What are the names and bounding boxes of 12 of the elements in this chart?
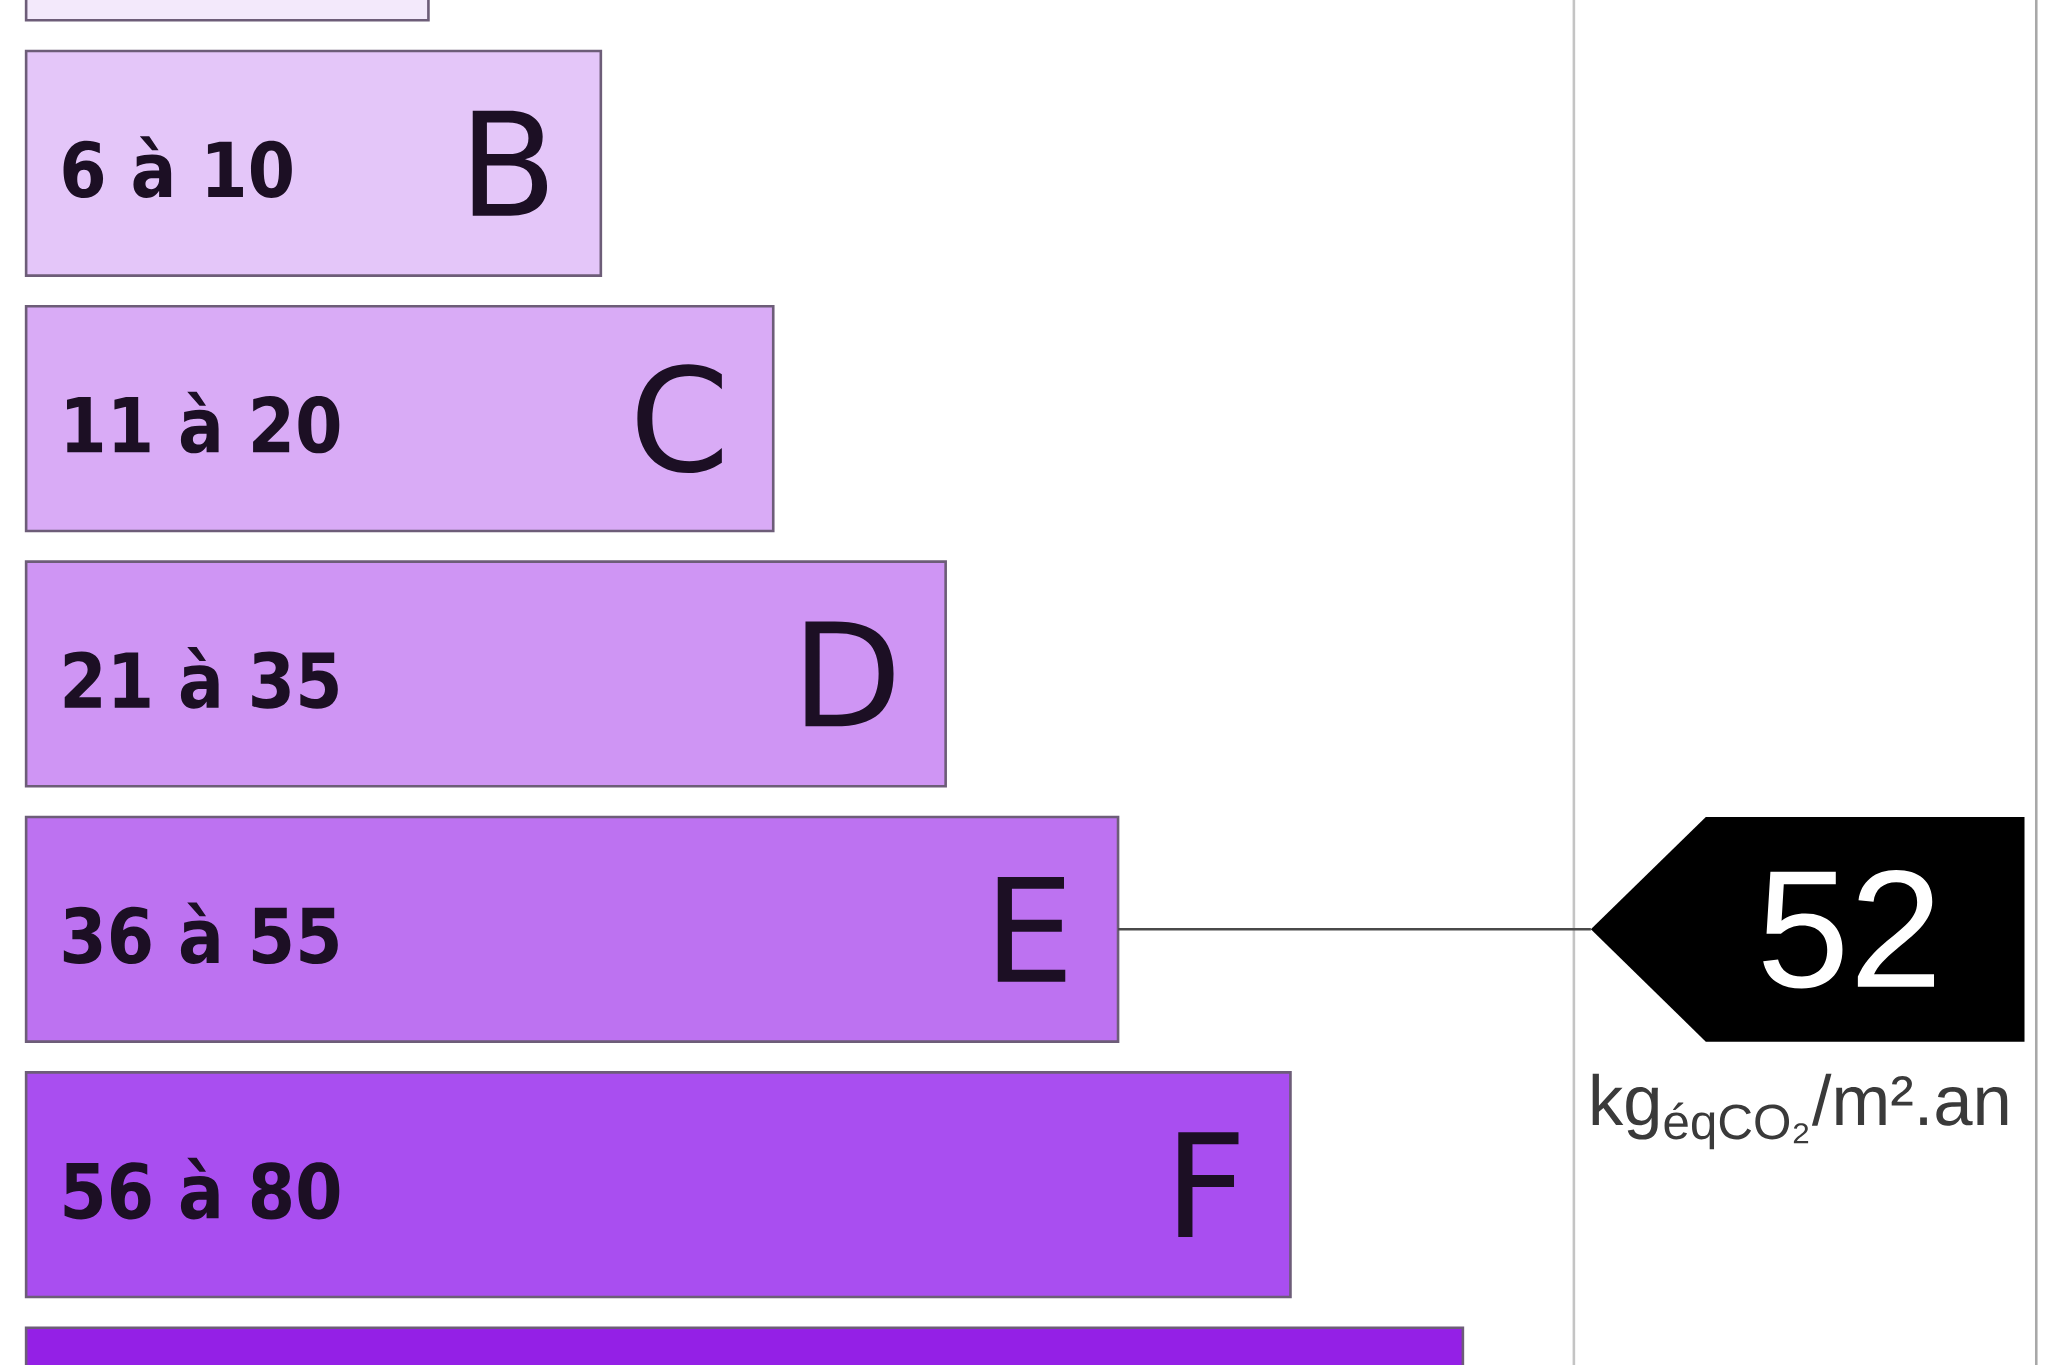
annotation: 11 à 20 (67, 391, 340, 454)
y-tick-label: F (1178, 1132, 1239, 1238)
y-tick-label: E (997, 876, 1066, 982)
y-tick-label: D (805, 621, 894, 727)
y-tick-label: C (637, 364, 722, 474)
annotation: 6 à 10 (63, 136, 292, 199)
annotation: 56 à 80 (64, 1157, 340, 1220)
annotation: 21 à 35 (64, 647, 338, 709)
annotation: 52 (1763, 870, 1935, 989)
y-tick-label: B (472, 110, 548, 216)
annotation: 36 à 55 (63, 902, 338, 965)
text: kg$_{éqCO₂}$/m².an (1592, 1073, 2008, 1150)
